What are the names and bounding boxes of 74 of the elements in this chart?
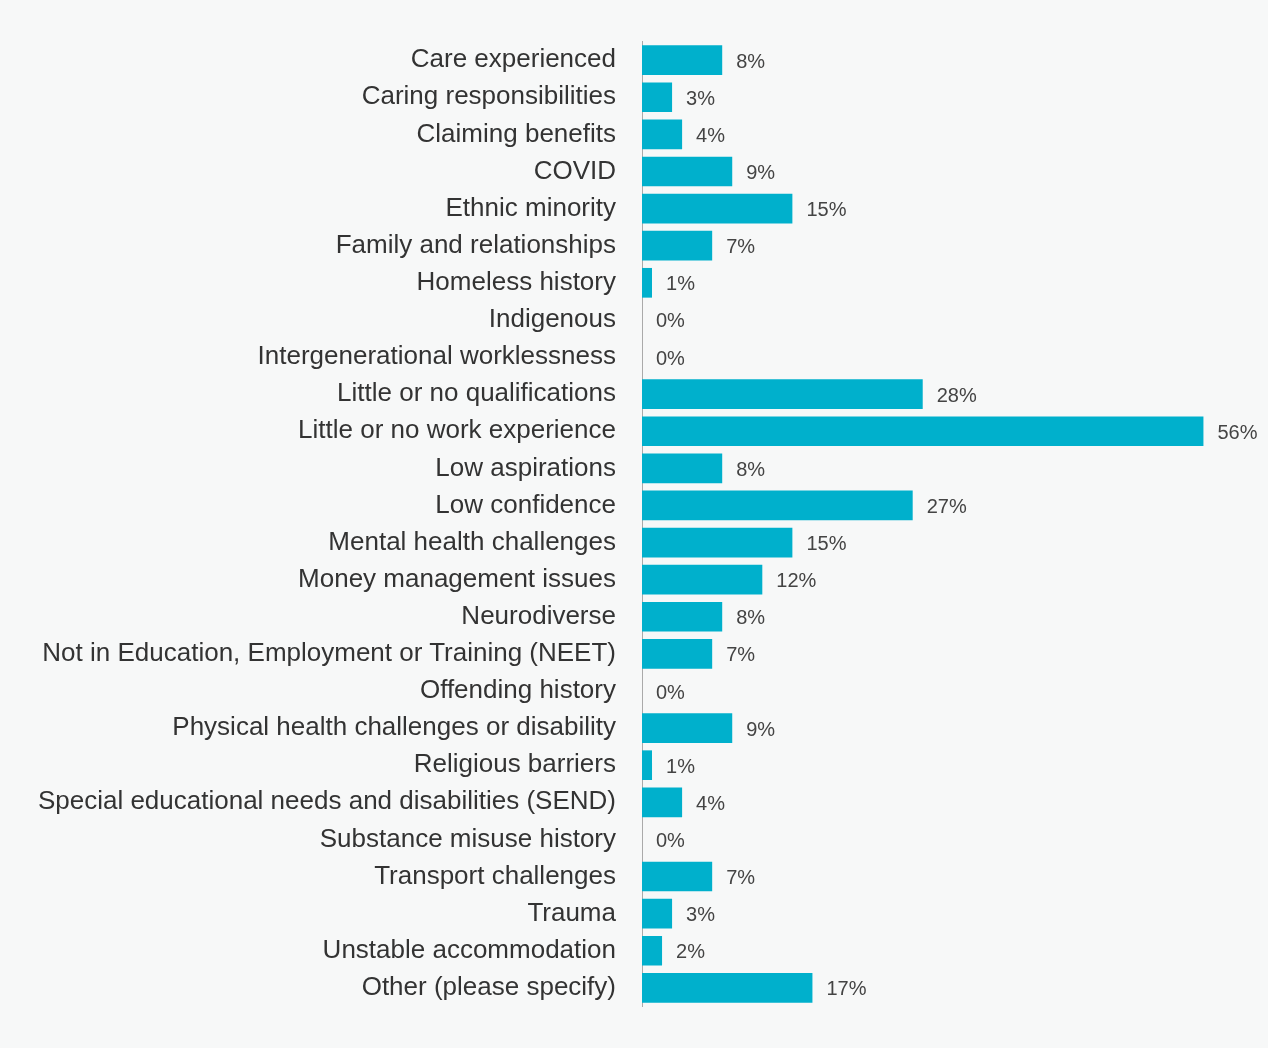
y-tick-label: Neurodiverse xyxy=(461,599,616,630)
data-label: 17% xyxy=(826,977,867,1000)
data-label: 3% xyxy=(686,86,716,109)
data-label: 8% xyxy=(736,49,766,72)
y-tick-label: Other (please specify) xyxy=(361,971,616,1002)
y-tick-label: Indigenous xyxy=(488,303,616,334)
y-tick-label: Not in Education, Employment or Training (NEET) xyxy=(42,637,616,668)
bar xyxy=(642,416,1204,447)
y-tick-label: Caring responsibilities xyxy=(361,80,616,111)
data-label: 8% xyxy=(736,606,766,629)
data-label: 0% xyxy=(656,680,686,703)
bar xyxy=(642,267,653,298)
y-tick-label: Special educational needs and disabilities (SEND) xyxy=(37,785,616,816)
bar xyxy=(642,156,733,187)
data-label: 1% xyxy=(666,754,696,777)
bar xyxy=(642,713,733,743)
y-tick-label: Offending history xyxy=(419,674,616,705)
bar xyxy=(642,750,653,781)
y-tick-label: COVID xyxy=(533,154,616,185)
bar xyxy=(642,82,673,113)
y-tick-label: Money management issues xyxy=(298,562,616,593)
y-tick-label: Substance misuse history xyxy=(319,822,616,853)
data-label: 8% xyxy=(736,457,766,480)
data-label: 7% xyxy=(726,235,756,258)
y-tick-label: Religious barriers xyxy=(413,748,616,779)
y-tick-label: Mental health challenges xyxy=(328,525,616,556)
data-label: 4% xyxy=(696,791,726,814)
data-label: 15% xyxy=(806,532,847,555)
bar xyxy=(642,564,763,595)
bar xyxy=(642,935,663,966)
data-label: 4% xyxy=(696,123,726,146)
bar xyxy=(642,973,813,1003)
bar xyxy=(642,193,793,224)
bar xyxy=(642,639,713,669)
data-label: 28% xyxy=(936,383,977,406)
y-tick-label: Homeless history xyxy=(416,265,616,296)
bar xyxy=(642,45,723,75)
data-label: 9% xyxy=(746,717,776,740)
bar xyxy=(642,490,913,521)
y-tick-label: Transport challenges xyxy=(374,859,616,890)
bar xyxy=(642,119,683,150)
y-tick-label: Low confidence xyxy=(435,488,616,519)
y-tick-label: Claiming benefits xyxy=(416,117,616,148)
y-tick-label: Care experienced xyxy=(410,43,616,74)
y-tick-label: Low aspirations xyxy=(435,451,616,482)
data-label: 2% xyxy=(676,940,706,963)
bar xyxy=(642,787,683,818)
y-tick-label: Family and relationships xyxy=(335,228,616,259)
data-label: 0% xyxy=(656,828,686,851)
data-label: 0% xyxy=(656,309,686,332)
data-label: 7% xyxy=(726,866,756,889)
y-tick-label: Little or no qualifications xyxy=(337,377,616,408)
y-tick-label: Ethnic minority xyxy=(445,191,616,222)
data-label: 3% xyxy=(686,903,716,926)
y-tick-label: Trauma xyxy=(527,896,617,927)
bar xyxy=(642,379,923,409)
data-label: 0% xyxy=(656,346,686,369)
bar xyxy=(642,601,723,632)
bar xyxy=(642,898,673,929)
data-label: 12% xyxy=(776,569,817,592)
data-label: 9% xyxy=(746,160,776,183)
y-tick-label: Intergenerational worklessness xyxy=(257,340,616,371)
y-tick-label: Unstable accommodation xyxy=(322,933,616,964)
bar xyxy=(642,453,723,484)
data-label: 7% xyxy=(726,643,756,666)
data-label: 15% xyxy=(806,198,847,221)
bar xyxy=(642,861,713,892)
data-label: 1% xyxy=(666,272,696,295)
bar xyxy=(642,230,713,261)
data-label: 56% xyxy=(1217,420,1258,443)
y-tick-label: Little or no work experience xyxy=(298,414,616,445)
bar xyxy=(642,527,793,558)
y-tick-label: Physical health challenges or disability xyxy=(172,711,616,742)
data-label: 27% xyxy=(926,494,967,517)
